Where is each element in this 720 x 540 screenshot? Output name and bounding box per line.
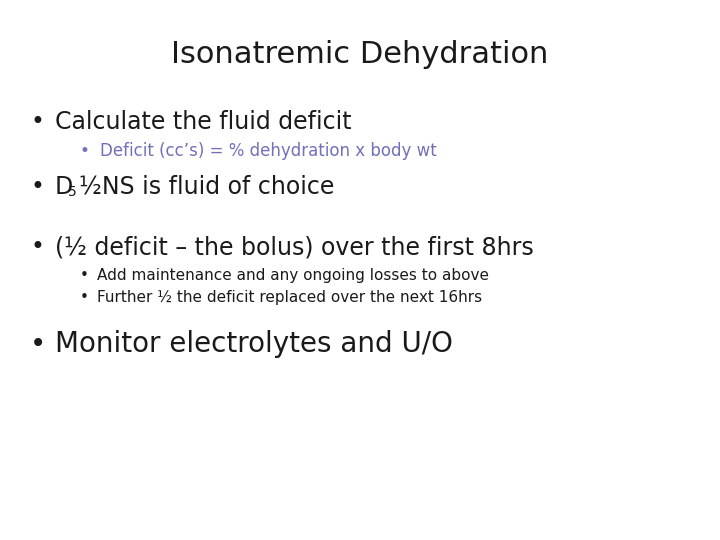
Text: Add maintenance and any ongoing losses to above: Add maintenance and any ongoing losses t… (97, 268, 489, 283)
Text: Calculate the fluid deficit: Calculate the fluid deficit (55, 110, 351, 134)
Text: •: • (30, 175, 44, 199)
Text: 5: 5 (68, 185, 77, 199)
Text: D: D (55, 175, 73, 199)
Text: •: • (30, 330, 46, 358)
Text: •: • (80, 290, 89, 305)
Text: Monitor electrolytes and U/O: Monitor electrolytes and U/O (55, 330, 453, 358)
Text: ½NS is fluid of choice: ½NS is fluid of choice (79, 175, 334, 199)
Text: Isonatremic Dehydration: Isonatremic Dehydration (171, 40, 549, 69)
Text: •: • (30, 110, 44, 134)
Text: •: • (30, 235, 44, 259)
Text: (½ deficit – the bolus) over the first 8hrs: (½ deficit – the bolus) over the first 8… (55, 235, 534, 259)
Text: Further ½ the deficit replaced over the next 16hrs: Further ½ the deficit replaced over the … (97, 290, 482, 305)
Text: •: • (80, 268, 89, 283)
Text: Deficit (cc’s) = % dehydration x body wt: Deficit (cc’s) = % dehydration x body wt (100, 142, 437, 160)
Text: •: • (80, 142, 90, 160)
